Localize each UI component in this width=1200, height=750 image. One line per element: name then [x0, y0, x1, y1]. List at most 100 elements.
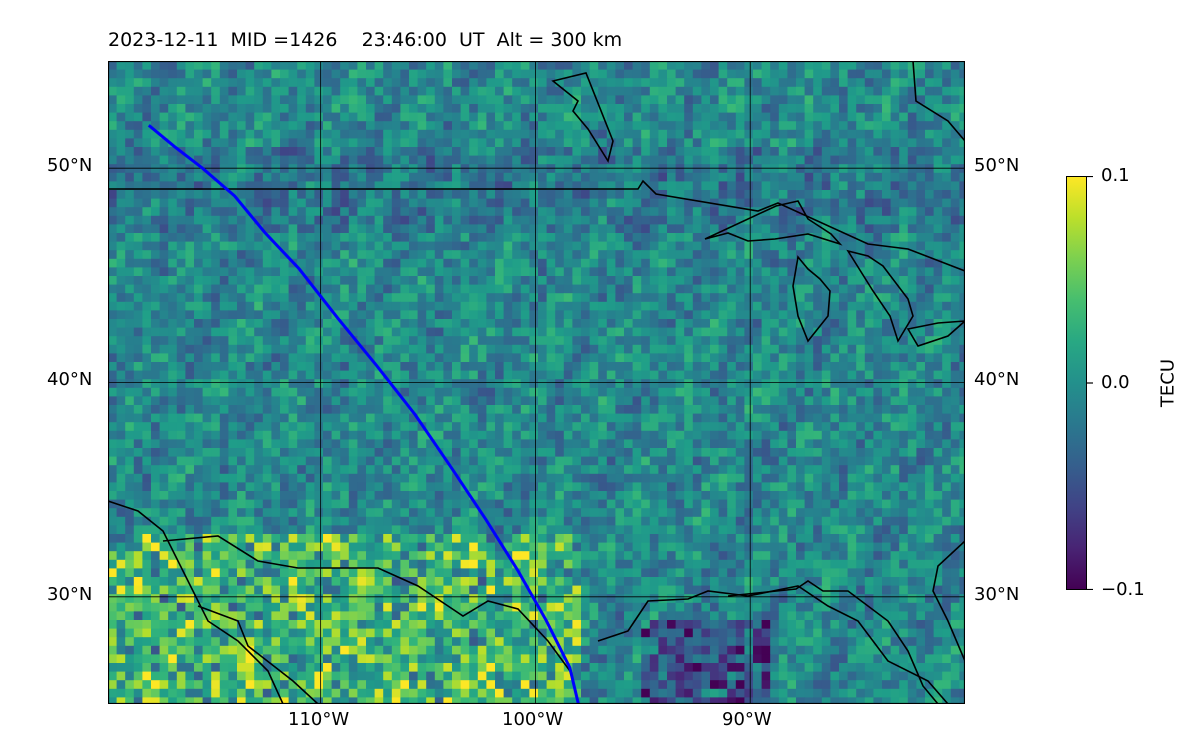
heatmap-cell [787, 224, 797, 234]
heatmap-cell [486, 198, 496, 208]
heatmap-cell [649, 353, 659, 363]
heatmap-cell [744, 276, 754, 286]
heatmap-cell [176, 69, 186, 79]
heatmap-cell [228, 387, 238, 397]
heatmap-cell [288, 155, 298, 165]
heatmap-cell [194, 250, 204, 260]
heatmap-cell [572, 121, 582, 131]
heatmap-cell [211, 293, 221, 303]
heatmap-cell [297, 95, 307, 105]
heatmap-cell [692, 448, 702, 458]
heatmap-cell [452, 319, 462, 329]
heatmap-cell [503, 387, 513, 397]
heatmap-cell [907, 327, 917, 337]
heatmap-cell [718, 121, 728, 131]
heatmap-cell [288, 293, 298, 303]
heatmap-cell [168, 138, 178, 148]
heatmap-cell [348, 456, 358, 466]
heatmap-cell [228, 336, 238, 346]
heatmap-cell [194, 293, 204, 303]
heatmap-cell [856, 465, 866, 475]
heatmap-cell [907, 456, 917, 466]
heatmap-cell [228, 224, 238, 234]
heatmap-cell [443, 95, 453, 105]
heatmap-cell [288, 439, 298, 449]
heatmap-cell [409, 284, 419, 294]
heatmap-cell [529, 112, 539, 122]
heatmap-cell [194, 379, 204, 389]
heatmap-cell [710, 456, 720, 466]
heatmap-cell [701, 362, 711, 372]
heatmap-cell [434, 370, 444, 380]
heatmap-cell [142, 387, 152, 397]
heatmap-cell [796, 439, 806, 449]
heatmap-cell [443, 413, 453, 423]
heatmap-cell [916, 121, 926, 131]
heatmap-cell [890, 430, 900, 440]
heatmap-cell [211, 241, 221, 251]
heatmap-cell [873, 370, 883, 380]
heatmap-cell [383, 465, 393, 475]
heatmap-cell [237, 138, 247, 148]
heatmap-cell [856, 456, 866, 466]
heatmap-cell [331, 422, 341, 432]
heatmap-cell [632, 172, 642, 182]
heatmap-cell [933, 310, 943, 320]
heatmap-cell [452, 155, 462, 165]
heatmap-cell [108, 473, 118, 483]
heatmap-cell [331, 439, 341, 449]
heatmap-cell [555, 405, 565, 415]
heatmap-cell [512, 172, 522, 182]
heatmap-cell [624, 86, 634, 96]
heatmap-cell [477, 327, 487, 337]
heatmap-cell [581, 86, 591, 96]
heatmap-cell [563, 310, 573, 320]
heatmap-cell [589, 327, 599, 337]
heatmap-cell [417, 233, 427, 243]
heatmap-cell [391, 258, 401, 268]
heatmap-cell [710, 190, 720, 200]
heatmap-cell [142, 319, 152, 329]
heatmap-cell [417, 310, 427, 320]
heatmap-cell [813, 276, 823, 286]
heatmap-cell [237, 155, 247, 165]
heatmap-cell [563, 396, 573, 406]
heatmap-cell [744, 379, 754, 389]
heatmap-cell [409, 456, 419, 466]
heatmap-cell [950, 104, 960, 114]
heatmap-cell [770, 448, 780, 458]
heatmap-cell [486, 344, 496, 354]
heatmap-cell [873, 172, 883, 182]
heatmap-cell [572, 258, 582, 268]
heatmap-cell [297, 138, 307, 148]
heatmap-cell [486, 224, 496, 234]
heatmap-cell [331, 276, 341, 286]
heatmap-cell [391, 430, 401, 440]
heatmap-cell [383, 422, 393, 432]
heatmap-cell [262, 370, 272, 380]
heatmap-cell [176, 353, 186, 363]
heatmap-cell [735, 207, 745, 217]
heatmap-cell [151, 207, 161, 217]
heatmap-cell [460, 78, 470, 88]
heatmap-cell [649, 78, 659, 88]
heatmap-cell [434, 112, 444, 122]
heatmap-cell [632, 95, 642, 105]
heatmap-cell [331, 319, 341, 329]
heatmap-cell [821, 224, 831, 234]
heatmap-cell [202, 293, 212, 303]
heatmap-cell [168, 215, 178, 225]
heatmap-cell [194, 258, 204, 268]
heatmap-cell [710, 301, 720, 311]
heatmap-cell [503, 310, 513, 320]
heatmap-cell [778, 121, 788, 131]
heatmap-cell [391, 336, 401, 346]
heatmap-cell [108, 190, 118, 200]
heatmap-cell [529, 430, 539, 440]
heatmap-cell [452, 129, 462, 139]
heatmap-cell [581, 293, 591, 303]
heatmap-cell [125, 250, 135, 260]
heatmap-cell [400, 69, 410, 79]
heatmap-cell [821, 353, 831, 363]
heatmap-cell [641, 121, 651, 131]
